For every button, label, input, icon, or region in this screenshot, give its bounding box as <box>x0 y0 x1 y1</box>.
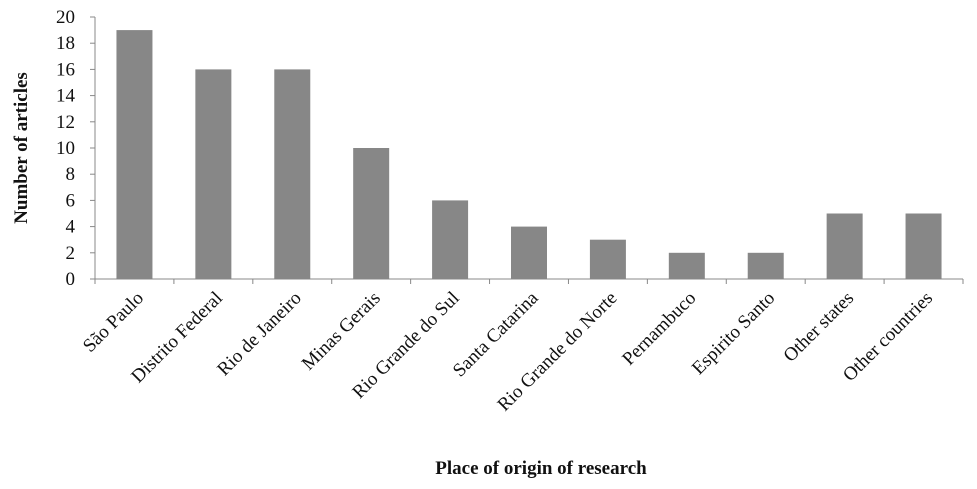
y-tick-label: 8 <box>66 164 76 185</box>
x-category-label: Espirito Santo <box>688 288 779 379</box>
y-axis-title: Number of articles <box>11 72 32 224</box>
bar <box>116 30 153 279</box>
y-tick-label: 6 <box>66 190 76 211</box>
y-tick-label: 0 <box>66 269 76 290</box>
y-tick-label: 4 <box>66 217 76 238</box>
bar <box>747 252 784 279</box>
y-tick-label: 16 <box>56 59 75 80</box>
bar <box>589 239 626 279</box>
y-tick-label: 10 <box>56 138 75 159</box>
y-tick-label: 18 <box>56 33 75 54</box>
y-tick-labels: 0 2 4 6 8 10 12 14 16 18 20 <box>56 7 76 290</box>
x-category-label: Rio de Janeiro <box>213 288 305 380</box>
x-axis-title: Place of origin of research <box>435 458 647 479</box>
x-category-label: São Paulo <box>79 288 148 357</box>
bar <box>432 200 469 279</box>
y-tick-label: 2 <box>66 243 76 264</box>
bar <box>353 148 390 279</box>
x-category-label: Other states <box>780 288 859 367</box>
bar <box>826 213 863 279</box>
x-category-label: Minas Gerais <box>298 288 385 375</box>
bar <box>195 69 232 280</box>
x-category-label: Pernambuco <box>618 288 700 370</box>
bar <box>668 252 705 279</box>
y-tick-label: 20 <box>56 7 75 28</box>
bar <box>905 213 942 279</box>
bars <box>116 30 942 280</box>
bar <box>511 226 547 279</box>
y-tick-label: 14 <box>56 86 76 107</box>
bar <box>274 69 311 280</box>
y-tick-label: 12 <box>56 112 75 133</box>
